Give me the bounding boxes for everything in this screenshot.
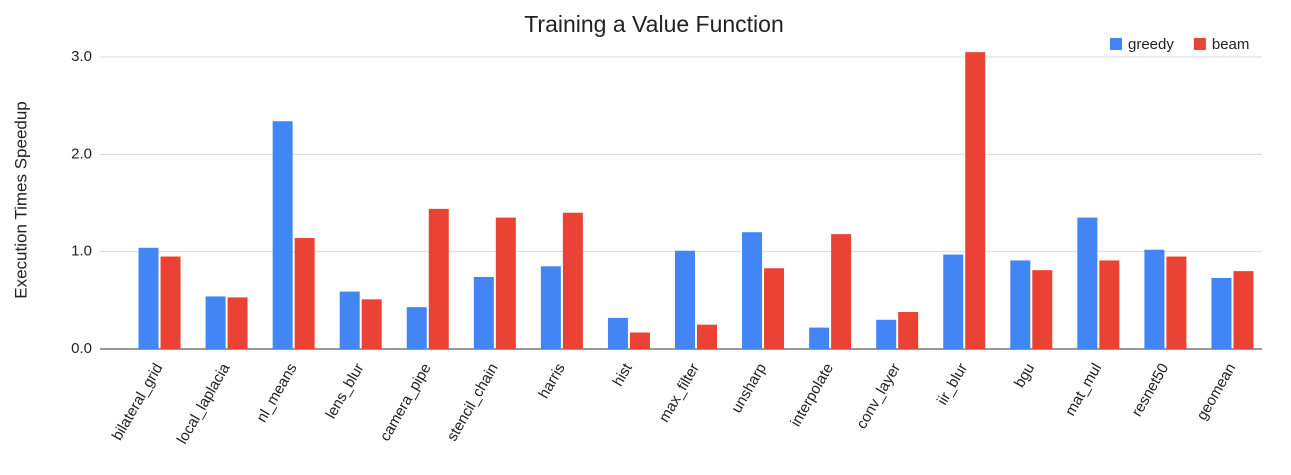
bar bbox=[965, 52, 986, 350]
bar bbox=[1166, 256, 1187, 349]
bar bbox=[540, 266, 561, 349]
bar bbox=[1233, 271, 1254, 349]
bar bbox=[675, 250, 695, 349]
x-tick-label: iir_blur bbox=[934, 360, 971, 407]
bar bbox=[607, 317, 628, 349]
y-tick-label: 1.0 bbox=[71, 243, 92, 260]
bar bbox=[160, 256, 181, 349]
bar bbox=[272, 121, 293, 349]
bar bbox=[1099, 260, 1120, 349]
x-tick-label: max_filter bbox=[656, 360, 703, 425]
bar bbox=[1010, 260, 1031, 349]
y-tick-label: 2.0 bbox=[71, 145, 92, 162]
x-tick-label: mat_mul bbox=[1062, 360, 1105, 418]
x-tick-label: bilateral_grid bbox=[109, 360, 167, 443]
bar bbox=[876, 319, 897, 349]
y-tick-label: 0.0 bbox=[71, 340, 92, 357]
x-tick-label: lens_blur bbox=[322, 360, 367, 421]
bar bbox=[205, 296, 226, 349]
x-tick-label: interpolate bbox=[787, 360, 837, 429]
bar bbox=[138, 247, 159, 349]
bar bbox=[294, 238, 315, 349]
bar bbox=[227, 297, 248, 349]
x-tick-label: bgu bbox=[1011, 360, 1038, 390]
legend-swatch bbox=[1193, 38, 1206, 50]
legend-label: greedy bbox=[1128, 36, 1174, 53]
legend-swatch bbox=[1110, 38, 1122, 50]
x-tick-label: conv_layer bbox=[853, 360, 904, 431]
bar bbox=[495, 217, 516, 349]
x-tick-label: nl_means bbox=[253, 360, 300, 425]
bar bbox=[1077, 217, 1098, 349]
x-tick-label: hist bbox=[609, 360, 636, 389]
bar bbox=[562, 212, 583, 349]
bar bbox=[1211, 277, 1232, 349]
bar bbox=[361, 299, 382, 349]
bar bbox=[428, 208, 449, 349]
x-tick-label: harris bbox=[535, 360, 568, 401]
bar bbox=[764, 268, 785, 349]
y-axis-label: Execution Times Speedup bbox=[11, 101, 30, 299]
bar bbox=[1032, 270, 1053, 349]
x-tick-label: local_laplacia bbox=[174, 360, 234, 447]
bar bbox=[943, 254, 964, 349]
bar bbox=[629, 332, 650, 349]
bar bbox=[831, 234, 852, 349]
bar bbox=[339, 291, 360, 349]
bar bbox=[473, 276, 494, 349]
y-tick-label: 3.0 bbox=[71, 48, 92, 65]
x-tick-label: camera_pipe bbox=[377, 360, 435, 444]
bar bbox=[898, 312, 919, 349]
legend-label: beam bbox=[1212, 36, 1250, 53]
x-tick-label: unsharp bbox=[728, 360, 770, 415]
x-tick-label: geomean bbox=[1193, 360, 1239, 423]
bar bbox=[697, 324, 717, 349]
x-tick-label: resnet50 bbox=[1128, 360, 1172, 419]
bar bbox=[742, 232, 763, 349]
chart-title: Training a Value Function bbox=[524, 11, 784, 37]
bar bbox=[809, 327, 830, 349]
x-tick-label: stencil_chain bbox=[444, 360, 502, 444]
bar bbox=[406, 307, 427, 349]
bar bbox=[1144, 249, 1165, 349]
